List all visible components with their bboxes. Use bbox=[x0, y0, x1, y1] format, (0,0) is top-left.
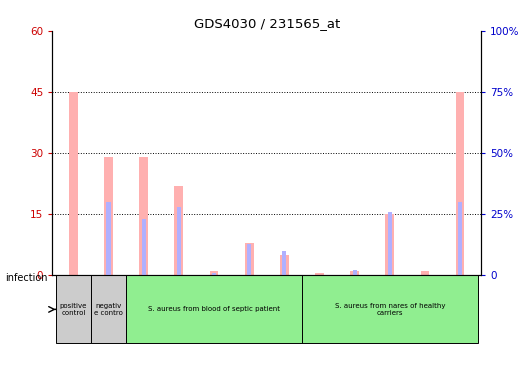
Text: positive
control: positive control bbox=[60, 303, 87, 316]
Bar bbox=[210, 271, 219, 275]
Bar bbox=[388, 212, 392, 275]
Bar bbox=[385, 214, 394, 275]
Bar bbox=[458, 202, 462, 275]
Text: negativ
e contro: negativ e contro bbox=[94, 303, 123, 316]
Bar bbox=[56, 275, 91, 343]
Bar bbox=[104, 157, 113, 275]
Bar bbox=[302, 275, 477, 343]
Text: infection: infection bbox=[5, 273, 48, 283]
Bar bbox=[456, 92, 464, 275]
Bar bbox=[420, 271, 429, 275]
Bar bbox=[245, 243, 254, 275]
Bar bbox=[280, 255, 289, 275]
Text: S. aureus from blood of septic patient: S. aureus from blood of septic patient bbox=[148, 306, 280, 313]
Bar bbox=[177, 207, 181, 275]
Bar bbox=[315, 273, 324, 275]
Bar bbox=[91, 275, 126, 343]
Bar bbox=[175, 185, 183, 275]
Bar bbox=[142, 219, 146, 275]
Text: S. aureus from nares of healthy
carriers: S. aureus from nares of healthy carriers bbox=[335, 303, 445, 316]
Bar bbox=[353, 270, 357, 275]
Title: GDS4030 / 231565_at: GDS4030 / 231565_at bbox=[194, 17, 340, 30]
Bar bbox=[282, 251, 287, 275]
Bar bbox=[107, 202, 111, 275]
Bar bbox=[247, 243, 251, 275]
Bar bbox=[139, 157, 148, 275]
Bar bbox=[212, 273, 216, 275]
Bar bbox=[126, 275, 302, 343]
Bar bbox=[69, 92, 78, 275]
Bar bbox=[350, 271, 359, 275]
